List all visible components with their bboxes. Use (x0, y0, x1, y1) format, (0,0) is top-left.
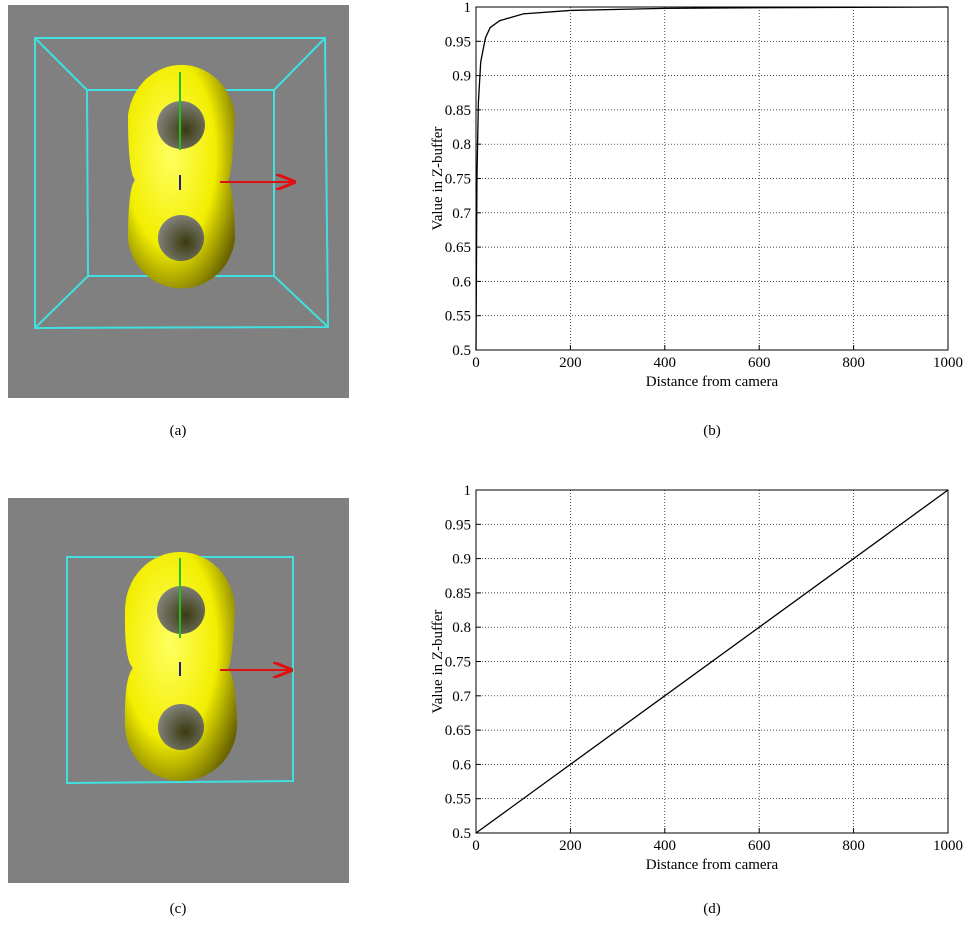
page: {"chart_data": [ {"type": "line", "xlabe… (0, 0, 968, 940)
x-tick-label: 0 (472, 355, 480, 371)
x-tick-label: 800 (842, 355, 865, 371)
x-tick-label: 800 (842, 838, 865, 854)
y-tick-label: 0.5 (452, 343, 471, 359)
x-axis-label: Distance from camera (646, 374, 779, 390)
y-tick-label: 0.85 (445, 586, 471, 602)
x-tick-label: 200 (559, 355, 582, 371)
caption: (a) (170, 423, 187, 439)
y-tick-label: 0.8 (452, 620, 471, 636)
y-tick-label: 0.6 (452, 274, 471, 290)
y-tick-label: 0.95 (445, 517, 471, 533)
y-axis-label: Value in Z-buffer (430, 610, 446, 714)
y-tick-label: 0.65 (445, 240, 471, 256)
caption: (d) (703, 901, 721, 917)
data-line (476, 490, 948, 833)
x-tick-label: 200 (559, 838, 582, 854)
y-tick-label: 0.85 (445, 103, 471, 119)
y-tick-label: 0.8 (452, 137, 471, 153)
caption: (c) (170, 901, 187, 917)
x-tick-label: 600 (748, 355, 771, 371)
y-tick-label: 0.55 (445, 792, 471, 808)
y-tick-label: 0.7 (452, 206, 471, 222)
x-tick-label: 400 (654, 838, 677, 854)
x-axis-label: Distance from camera (646, 857, 779, 873)
y-tick-label: 0.55 (445, 309, 471, 325)
render-c (8, 498, 349, 883)
y-tick-label: 0.65 (445, 723, 471, 739)
plot-frame (476, 7, 948, 350)
x-tick-label: 1000 (933, 838, 963, 854)
y-tick-label: 1 (464, 483, 472, 499)
render-a (8, 5, 349, 398)
x-tick-label: 0 (472, 838, 480, 854)
x-tick-label: 1000 (933, 355, 963, 371)
y-tick-label: 0.7 (452, 689, 471, 705)
figure: (a) (b) (c) (d) 0.5 0.55 0.6 0.65 0.7 0.75 0.8 0.85… (0, 0, 968, 935)
y-tick-label: 0.95 (445, 34, 471, 50)
y-tick-label: 0.5 (452, 826, 471, 842)
y-tick-label: 0.9 (452, 552, 471, 568)
x-tick-label: 400 (654, 355, 677, 371)
x-tick-label: 600 (748, 838, 771, 854)
y-tick-label: 0.9 (452, 69, 471, 85)
y-tick-label: 0.6 (452, 757, 471, 773)
y-tick-label: 1 (464, 0, 472, 16)
y-axis-label: Value in Z-buffer (430, 127, 446, 231)
y-tick-label: 0.75 (445, 172, 471, 188)
caption: (b) (703, 423, 721, 439)
y-tick-label: 0.75 (445, 655, 471, 671)
data-line (476, 7, 948, 350)
